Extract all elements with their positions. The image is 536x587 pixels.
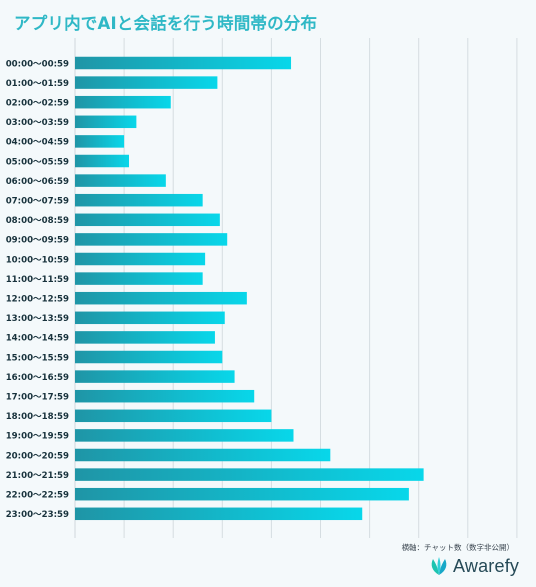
y-tick-label: 15:00〜15:59: [6, 353, 69, 363]
y-tick-label: 05:00〜05:59: [6, 157, 69, 167]
gridlines: [74, 38, 518, 538]
y-tick-label: 14:00〜14:59: [6, 334, 69, 344]
bar-11: [75, 272, 203, 285]
y-tick-label: 00:00〜00:59: [6, 59, 69, 69]
bar-05: [75, 154, 130, 168]
y-tick-label: 06:00〜06:59: [6, 177, 69, 187]
chart-title: アプリ内でAIと会話を行う時間帯の分布: [14, 14, 318, 33]
bar-23: [75, 507, 363, 521]
y-tick-label: 08:00〜08:59: [6, 216, 69, 226]
y-tick-label: 01:00〜01:59: [6, 79, 69, 89]
bars: [75, 56, 424, 521]
bar-22: [75, 487, 409, 501]
y-tick-label: 11:00〜11:59: [6, 275, 69, 285]
bar-09: [75, 233, 228, 246]
bar-20: [75, 448, 331, 462]
y-tick-label: 20:00〜20:59: [6, 451, 69, 461]
bar-12: [75, 291, 247, 305]
y-tick-label: 04:00〜04:59: [6, 138, 69, 148]
y-axis-labels: 00:00〜00:59 01:00〜01:59 02:00〜02:59 03:00〜0…: [6, 59, 69, 520]
bar-10: [75, 252, 206, 266]
y-tick-label: 10:00〜10:59: [6, 255, 69, 265]
bar-13: [75, 311, 225, 325]
y-tick-label: 09:00〜09:59: [6, 236, 69, 246]
bar-19: [75, 429, 294, 442]
bar-16: [75, 370, 235, 383]
bar-08: [75, 213, 220, 227]
bar-01: [75, 76, 218, 89]
bar-17: [75, 389, 255, 403]
bar-04: [75, 135, 125, 148]
y-tick-label: 16:00〜16:59: [6, 373, 69, 383]
bar-18: [75, 409, 272, 423]
y-tick-label: 12:00〜12:59: [6, 295, 69, 305]
x-axis-note: 横軸：チャット数（数字非公開）: [401, 543, 514, 552]
y-tick-label: 13:00〜13:59: [6, 314, 69, 324]
bar-21: [75, 468, 424, 481]
y-tick-label: 07:00〜07:59: [6, 197, 69, 207]
awarefy-leaf-logo-icon: [431, 557, 447, 575]
y-tick-label: 18:00〜18:59: [6, 412, 69, 422]
y-tick-label: 21:00〜21:59: [6, 471, 69, 481]
y-tick-label: 19:00〜19:59: [6, 432, 69, 442]
brand-logo: Awarefy: [428, 554, 519, 578]
bar-15: [75, 350, 223, 364]
y-tick-label: 17:00〜17:59: [6, 393, 69, 403]
y-tick-label: 03:00〜03:59: [6, 118, 69, 128]
y-tick-label: 22:00〜22:59: [6, 491, 69, 501]
bar-00: [75, 56, 292, 70]
bar-07: [75, 193, 203, 207]
bar-06: [75, 174, 166, 187]
bar-03: [75, 115, 137, 129]
y-tick-label: 23:00〜23:59: [6, 510, 69, 520]
bar-02: [75, 95, 171, 109]
brand-name: Awarefy: [453, 555, 520, 576]
y-tick-label: 02:00〜02:59: [6, 99, 69, 109]
bar-14: [75, 331, 215, 344]
